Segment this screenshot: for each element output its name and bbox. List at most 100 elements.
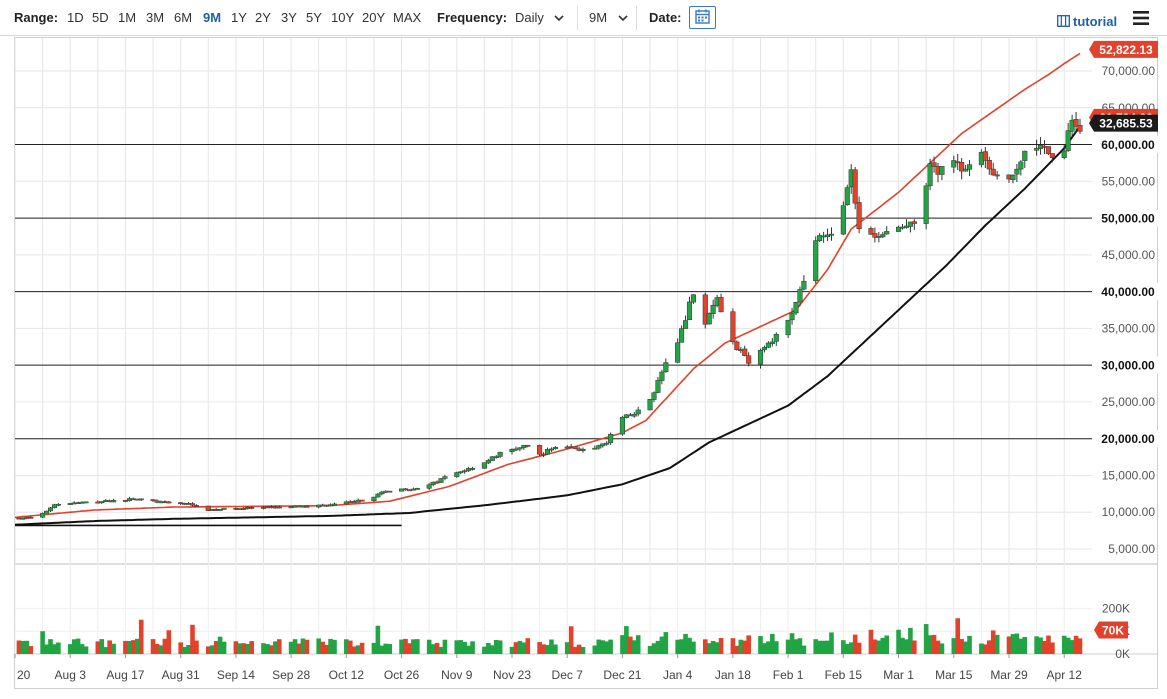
calendar-icon bbox=[695, 9, 710, 24]
range-button-1d[interactable]: 1D bbox=[67, 10, 84, 25]
candle-up bbox=[1018, 161, 1024, 170]
volume-bar-up bbox=[738, 639, 744, 654]
candle-down bbox=[856, 202, 862, 229]
volume-bar-down bbox=[702, 639, 708, 654]
candle-up bbox=[509, 448, 515, 453]
price-axis: 70,000.0065,000.0055,000.0045,000.0035,0… bbox=[1102, 64, 1156, 661]
range-button-5d[interactable]: 5D bbox=[92, 10, 109, 25]
candle-up bbox=[927, 163, 933, 187]
menu-icon[interactable] bbox=[1133, 11, 1149, 25]
volume-bar-down bbox=[131, 640, 136, 654]
price-tick-label: 15,000.00 bbox=[1102, 468, 1156, 482]
volume-bar-up bbox=[904, 639, 909, 654]
volume-bar-down bbox=[138, 619, 144, 654]
volume-bar-down bbox=[959, 639, 964, 654]
volume-bar-up bbox=[75, 638, 81, 654]
volume-bar-up bbox=[245, 643, 251, 654]
candle-up bbox=[635, 409, 641, 415]
chevron-down-icon[interactable] bbox=[617, 12, 629, 24]
candle-up bbox=[371, 496, 377, 502]
range-button-6m[interactable]: 6M bbox=[174, 10, 193, 25]
price-chart: 70,000.0065,000.0055,000.0045,000.0035,0… bbox=[14, 37, 1158, 689]
volume-bar-up bbox=[647, 645, 653, 654]
range-button-3m[interactable]: 3M bbox=[146, 10, 165, 25]
volume-bar-up bbox=[801, 645, 807, 654]
price-tick-label: 45,000.00 bbox=[1102, 248, 1156, 262]
volume-bar-down bbox=[351, 646, 357, 654]
level-tag: 60,000.00 bbox=[1101, 138, 1155, 152]
volume-bar-up bbox=[71, 639, 77, 654]
frequency-select[interactable]: Daily bbox=[515, 10, 544, 25]
range-button-5y[interactable]: 5Y bbox=[306, 10, 322, 25]
period-select[interactable]: 9M bbox=[589, 10, 608, 25]
calendar-button[interactable] bbox=[689, 6, 716, 29]
volume-bar-up bbox=[466, 645, 471, 654]
candle-up bbox=[710, 304, 716, 314]
candle-up bbox=[497, 451, 503, 457]
candle-up bbox=[111, 500, 117, 503]
volume-bar-up bbox=[1069, 640, 1075, 654]
candle-down bbox=[982, 151, 988, 161]
volume-bar-up bbox=[963, 641, 968, 654]
volume-bar-down bbox=[95, 641, 101, 654]
volume-bar-down bbox=[718, 637, 724, 654]
tutorial-icon[interactable] bbox=[1057, 15, 1070, 27]
candle-down bbox=[911, 221, 917, 224]
range-button-9m[interactable]: 9M bbox=[203, 10, 222, 25]
volume-tag-bg bbox=[1094, 621, 1128, 639]
volume-bar-up bbox=[261, 643, 266, 654]
range-button-20y[interactable]: 20Y bbox=[362, 10, 386, 25]
volume-bar-down bbox=[407, 643, 412, 654]
volume-bar-up bbox=[265, 644, 270, 654]
range-button-10y[interactable]: 10Y bbox=[331, 10, 355, 25]
candle-up bbox=[813, 240, 819, 282]
range-button-2y[interactable]: 2Y bbox=[255, 10, 271, 25]
price-tick-label: 35,000.00 bbox=[1102, 321, 1156, 335]
volume-bar-up bbox=[675, 639, 680, 654]
volume-bar-down bbox=[16, 640, 22, 654]
range-button-1m[interactable]: 1M bbox=[118, 10, 137, 25]
volume-bar-up bbox=[789, 633, 795, 654]
date-tick-label: 20 bbox=[17, 668, 31, 682]
candle-up bbox=[552, 447, 558, 450]
candle-down bbox=[931, 162, 937, 167]
range-button-1y[interactable]: 1Y bbox=[231, 10, 247, 25]
volume-bar-down bbox=[162, 638, 168, 654]
volume-bar-down bbox=[868, 629, 874, 654]
toolbar-divider bbox=[636, 6, 637, 30]
volume-bar-up bbox=[24, 640, 30, 654]
candle-up bbox=[1065, 130, 1071, 151]
range-button-max[interactable]: MAX bbox=[393, 10, 422, 25]
tutorial-link[interactable]: tutorial bbox=[1073, 14, 1118, 29]
volume-bar-up bbox=[517, 640, 523, 654]
volume-bar-up bbox=[52, 644, 57, 654]
volume-bar-up bbox=[880, 637, 886, 654]
candle-up bbox=[458, 471, 464, 474]
chevron-down-icon[interactable] bbox=[553, 12, 565, 24]
candle-up bbox=[828, 233, 835, 236]
volume-bar-down bbox=[296, 643, 302, 654]
volume-bar-up bbox=[430, 644, 436, 654]
candle-up bbox=[623, 414, 629, 418]
volume-bar-down bbox=[742, 640, 748, 654]
candle-up bbox=[430, 481, 436, 485]
candle-up bbox=[544, 449, 551, 455]
range-button-3y[interactable]: 3Y bbox=[281, 10, 297, 25]
volume-bar-up bbox=[493, 640, 499, 654]
date-tick-label: Feb 15 bbox=[825, 668, 863, 682]
volume-bar-up bbox=[470, 641, 475, 654]
toolbar-divider bbox=[577, 6, 578, 30]
volume-bar-up bbox=[848, 642, 854, 654]
volume-bar-up bbox=[442, 639, 448, 654]
volume-bar-up bbox=[111, 643, 116, 654]
candle-down bbox=[959, 161, 965, 172]
volume-bar-down bbox=[194, 640, 199, 654]
candle-up bbox=[493, 456, 499, 459]
candle-down bbox=[359, 499, 365, 502]
candle-up bbox=[481, 462, 487, 469]
volume-bar-down bbox=[347, 640, 353, 654]
candle-up bbox=[880, 234, 886, 238]
candle-up bbox=[438, 478, 444, 483]
volume-bar-up bbox=[545, 644, 550, 654]
volume-bar-down bbox=[166, 630, 172, 654]
